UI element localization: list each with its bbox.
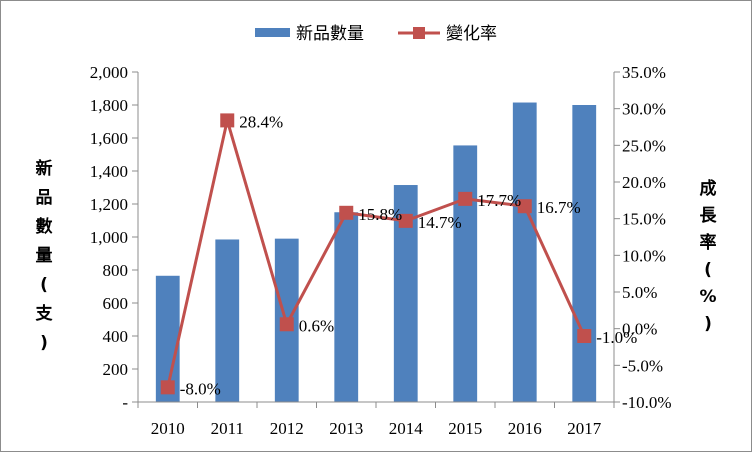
data-label: 15.8%: [358, 205, 402, 224]
y2-axis-title-char: 率: [700, 232, 717, 253]
series-marker: [577, 329, 592, 343]
bar: [572, 105, 597, 402]
y-axis-title-char: 支: [36, 303, 54, 324]
y-tick-label: 200: [103, 360, 129, 379]
y2-tick-label: 15.0%: [622, 210, 666, 229]
series-marker: [398, 213, 413, 228]
y2-tick-label: 5.0%: [622, 283, 657, 302]
data-label: 14.7%: [418, 213, 462, 232]
data-label: 16.7%: [537, 198, 581, 217]
series-marker: [279, 317, 294, 332]
y2-tick-label: 25.0%: [622, 136, 666, 155]
y-tick-label: -: [122, 393, 128, 412]
y2-tick-label: 35.0%: [622, 63, 666, 82]
y-tick-label: 400: [103, 327, 129, 346]
y-axis-ticks: - 200 400 600 800 1,000 1,200 1,400 1,600 1,800 2,…: [90, 63, 138, 412]
y-tick-label: 1,000: [90, 228, 128, 247]
x-tick-label: 2010: [151, 419, 185, 438]
series-marker: [220, 113, 235, 128]
legend-swatch-bars: [255, 28, 290, 37]
legend-marker: [413, 27, 425, 39]
y2-axis-title-char: ): [704, 314, 712, 334]
y-axis-title-char: ): [40, 333, 48, 353]
data-label: 0.6%: [299, 316, 334, 335]
legend-label-line: 變化率: [446, 24, 497, 44]
y-tick-label: 1,600: [90, 129, 128, 148]
series-marker: [517, 199, 532, 214]
data-label: -8.0%: [180, 379, 221, 398]
y-tick-label: 1,200: [90, 195, 128, 214]
y-axis-title-char: (: [40, 275, 48, 295]
bar-series: [155, 102, 597, 403]
x-axis-ticks: 2010 2011 2012 2013 2014 2015 2016 2017: [137, 402, 615, 438]
y2-tick-label: -5.0%: [622, 356, 663, 375]
x-tick-label: 2015: [448, 419, 482, 438]
y-tick-label: 1,800: [90, 96, 128, 115]
bar: [512, 102, 537, 403]
legend: 新品數量 變化率: [255, 24, 497, 44]
y2-axis-title-char: (: [704, 260, 712, 280]
x-tick-label: 2016: [508, 419, 542, 438]
series-marker: [458, 191, 473, 206]
series-line: [166, 119, 586, 388]
bar: [453, 145, 478, 403]
data-label: 17.7%: [477, 191, 521, 210]
y2-tick-label: 20.0%: [622, 173, 666, 192]
y-axis-title-char: 品: [36, 188, 53, 208]
y2-tick-label: -10.0%: [622, 393, 672, 412]
bar: [155, 275, 180, 402]
y2-tick-label: 0.0%: [622, 320, 657, 339]
y-axis-title: 新品數量 ( 支): [36, 158, 54, 353]
series-marker: [160, 380, 175, 395]
x-tick-label: 2013: [329, 419, 363, 438]
y2-tick-label: 30.0%: [622, 100, 666, 119]
x-tick-label: 2014: [389, 419, 424, 438]
data-label: -1.0%: [596, 328, 637, 347]
bar: [393, 185, 418, 402]
y2-axis-title-char: %: [699, 287, 716, 307]
y-tick-label: 800: [103, 261, 129, 280]
line-series: [160, 113, 592, 395]
y-axis-title-char: 數: [36, 216, 53, 237]
y2-axis-title-char: 成: [700, 178, 717, 199]
y2-axis-ticks: -10.0% -5.0% 0.0% 5.0% 10.0% 15.0% 20.0% 25.0% 3…: [614, 63, 672, 412]
y-axis-title-char: 新: [36, 158, 53, 179]
y-tick-label: 600: [103, 294, 129, 313]
legend-label-bars: 新品數量: [296, 24, 364, 44]
bar: [334, 212, 359, 402]
data-labels: -8.0% 28.4% 0.6% 15.8% 14.7% 17.7% 16.7% -1.0%: [180, 112, 638, 398]
x-tick-label: 2012: [270, 419, 304, 438]
data-label: 28.4%: [239, 112, 283, 131]
x-tick-label: 2017: [567, 419, 602, 438]
y2-axis-title: 成長率 (%): [699, 178, 717, 334]
x-tick-label: 2011: [211, 419, 244, 438]
y2-tick-label: 10.0%: [622, 246, 666, 265]
y2-axis-title-char: 長: [700, 206, 718, 226]
y-tick-label: 2,000: [90, 63, 128, 82]
series-marker: [339, 205, 354, 220]
y-tick-label: 1,400: [90, 162, 128, 181]
y-axis-title-char: 量: [36, 245, 53, 266]
bar: [215, 239, 240, 402]
